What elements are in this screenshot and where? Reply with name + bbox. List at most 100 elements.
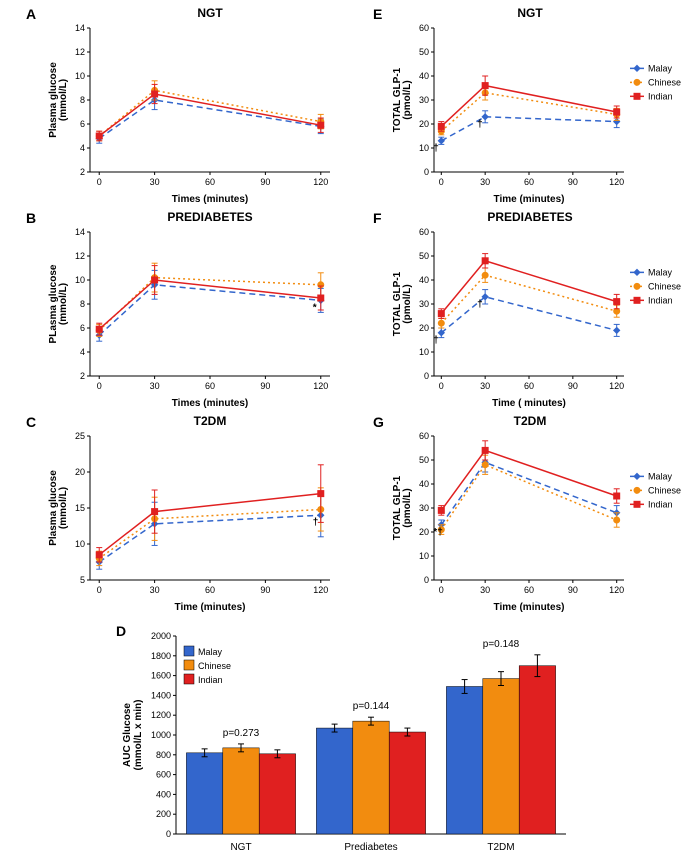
svg-text:60: 60 (205, 585, 215, 595)
svg-text:Chinese: Chinese (198, 661, 231, 671)
svg-text:2: 2 (80, 167, 85, 177)
svg-text:(mmol/L x min): (mmol/L x min) (133, 700, 144, 771)
svg-text:400: 400 (156, 789, 171, 799)
title-C: T2DM (110, 414, 310, 428)
svg-text:6: 6 (80, 119, 85, 129)
svg-text:50: 50 (419, 455, 429, 465)
svg-text:120: 120 (313, 177, 328, 187)
svg-text:60: 60 (205, 177, 215, 187)
svg-text:14: 14 (75, 23, 85, 33)
svg-text:0: 0 (439, 381, 444, 391)
svg-text:60: 60 (419, 431, 429, 441)
svg-text:90: 90 (260, 177, 270, 187)
svg-text:10: 10 (75, 539, 85, 549)
chart-E: 01020304050600306090120TOTAL GLP-1(pmol/… (388, 22, 688, 206)
svg-text:0: 0 (424, 167, 429, 177)
svg-text:40: 40 (419, 479, 429, 489)
chart-B: 24681012140306090120PLasma glucose(mmol/… (44, 226, 344, 410)
svg-text:NGT: NGT (230, 842, 251, 853)
title-B: PREDIABETES (110, 210, 310, 224)
svg-text:(pmol/L): (pmol/L) (402, 80, 413, 119)
svg-text:4: 4 (80, 347, 85, 357)
svg-text:Indian: Indian (198, 675, 223, 685)
svg-text:Indian: Indian (648, 295, 673, 305)
svg-text:0: 0 (166, 829, 171, 839)
svg-text:30: 30 (419, 299, 429, 309)
svg-text:Malay: Malay (648, 267, 673, 277)
svg-text:50: 50 (419, 47, 429, 57)
svg-text:30: 30 (480, 177, 490, 187)
svg-text:90: 90 (260, 381, 270, 391)
svg-text:2: 2 (80, 371, 85, 381)
chart-G: 01020304050600306090120TOTAL GLP-1(pmol/… (388, 430, 688, 614)
svg-text:Chinese: Chinese (648, 77, 681, 87)
svg-text:30: 30 (480, 381, 490, 391)
svg-text:(pmol/L): (pmol/L) (402, 284, 413, 323)
svg-text:120: 120 (609, 177, 624, 187)
svg-text:(mmol/L): (mmol/L) (58, 487, 69, 529)
svg-text:8: 8 (80, 299, 85, 309)
svg-text:Malay: Malay (648, 471, 673, 481)
svg-text:10: 10 (75, 71, 85, 81)
chart-A: 24681012140306090120Plasma glucose(mmol/… (44, 22, 344, 206)
svg-text:0: 0 (424, 575, 429, 585)
svg-text:120: 120 (609, 381, 624, 391)
title-G: T2DM (430, 414, 630, 428)
svg-text:Chinese: Chinese (648, 485, 681, 495)
svg-text:Times (minutes): Times (minutes) (172, 194, 249, 205)
panel-label-C: C (26, 414, 36, 430)
svg-text:2000: 2000 (151, 631, 171, 641)
svg-text:10: 10 (419, 143, 429, 153)
svg-text:†: † (477, 119, 483, 130)
title-F: PREDIABETES (430, 210, 630, 224)
svg-text:0: 0 (439, 177, 444, 187)
svg-text:1600: 1600 (151, 671, 171, 681)
svg-text:Time (minutes): Time (minutes) (494, 194, 565, 205)
svg-text:120: 120 (609, 585, 624, 595)
title-A: NGT (110, 6, 310, 20)
chart-C: 5101520250306090120Plasma glucose(mmol/L… (44, 430, 344, 614)
svg-text:10: 10 (419, 551, 429, 561)
svg-text:15: 15 (75, 503, 85, 513)
svg-text:30: 30 (150, 381, 160, 391)
figure-root: { "colors": { "malay": "#3366cc", "chine… (0, 0, 691, 867)
svg-text:Time ( minutes): Time ( minutes) (492, 398, 566, 409)
svg-text:20: 20 (75, 467, 85, 477)
panel-label-A: A (26, 6, 36, 22)
svg-text:200: 200 (156, 809, 171, 819)
chart-F: 01020304050600306090120TOTAL GLP-1(pmol/… (388, 226, 688, 410)
svg-text:30: 30 (419, 503, 429, 513)
svg-text:*†: *† (433, 527, 442, 538)
svg-text:12: 12 (75, 47, 85, 57)
svg-text:20: 20 (419, 323, 429, 333)
svg-text:0: 0 (97, 585, 102, 595)
svg-text:60: 60 (524, 177, 534, 187)
panel-label-B: B (26, 210, 36, 226)
chart-D: 0200400600800100012001400160018002000AUC… (116, 630, 576, 860)
svg-text:40: 40 (419, 71, 429, 81)
title-E: NGT (430, 6, 630, 20)
svg-text:Indian: Indian (648, 91, 673, 101)
svg-text:†: † (477, 299, 483, 310)
svg-text:Time (minutes): Time (minutes) (175, 602, 246, 613)
svg-text:0: 0 (97, 381, 102, 391)
svg-text:40: 40 (419, 275, 429, 285)
svg-text:1800: 1800 (151, 651, 171, 661)
svg-text:(mmol/L): (mmol/L) (58, 283, 69, 325)
svg-text:30: 30 (419, 95, 429, 105)
svg-text:800: 800 (156, 750, 171, 760)
svg-text:(mmol/L): (mmol/L) (58, 79, 69, 121)
svg-text:60: 60 (524, 381, 534, 391)
svg-text:120: 120 (313, 381, 328, 391)
svg-text:p=0.144: p=0.144 (353, 701, 390, 712)
svg-text:8: 8 (80, 95, 85, 105)
svg-text:90: 90 (568, 177, 578, 187)
svg-text:Indian: Indian (648, 499, 673, 509)
svg-text:60: 60 (205, 381, 215, 391)
svg-text:5: 5 (80, 575, 85, 585)
svg-text:90: 90 (568, 585, 578, 595)
svg-text:0: 0 (424, 371, 429, 381)
svg-text:60: 60 (419, 227, 429, 237)
svg-text:20: 20 (419, 119, 429, 129)
svg-text:90: 90 (260, 585, 270, 595)
